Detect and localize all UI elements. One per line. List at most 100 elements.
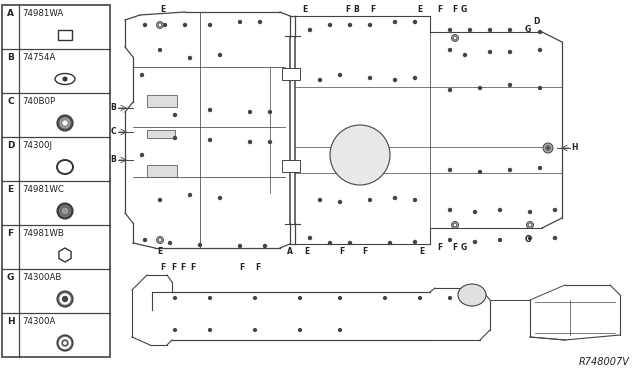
Circle shape bbox=[159, 199, 161, 202]
Circle shape bbox=[209, 138, 211, 141]
Circle shape bbox=[479, 87, 481, 90]
Text: F: F bbox=[362, 247, 367, 257]
Bar bbox=[282, 68, 300, 80]
Circle shape bbox=[173, 137, 177, 140]
Text: E: E bbox=[157, 247, 163, 257]
Circle shape bbox=[57, 115, 73, 131]
Circle shape bbox=[499, 238, 502, 241]
Circle shape bbox=[509, 29, 511, 32]
Ellipse shape bbox=[55, 74, 75, 84]
Circle shape bbox=[209, 23, 211, 26]
Circle shape bbox=[449, 238, 451, 241]
Circle shape bbox=[62, 208, 68, 214]
Circle shape bbox=[538, 31, 541, 33]
Circle shape bbox=[543, 143, 553, 153]
Text: G: G bbox=[461, 244, 467, 253]
Text: 740B0P: 740B0P bbox=[22, 97, 55, 106]
Circle shape bbox=[143, 238, 147, 241]
Circle shape bbox=[463, 54, 467, 57]
Circle shape bbox=[474, 211, 477, 214]
Text: C: C bbox=[110, 128, 116, 137]
Circle shape bbox=[173, 296, 177, 299]
Circle shape bbox=[157, 22, 163, 29]
Circle shape bbox=[509, 51, 511, 54]
Ellipse shape bbox=[458, 284, 486, 306]
Circle shape bbox=[63, 296, 67, 301]
Circle shape bbox=[328, 23, 332, 26]
Text: F: F bbox=[239, 263, 244, 272]
Circle shape bbox=[248, 141, 252, 144]
Circle shape bbox=[529, 237, 531, 240]
Circle shape bbox=[218, 54, 221, 57]
Circle shape bbox=[554, 237, 557, 240]
Circle shape bbox=[454, 36, 456, 39]
Text: A: A bbox=[287, 247, 293, 257]
Circle shape bbox=[209, 109, 211, 112]
Circle shape bbox=[547, 147, 549, 149]
Circle shape bbox=[413, 199, 417, 202]
Circle shape bbox=[545, 145, 550, 151]
Text: 74300J: 74300J bbox=[22, 141, 52, 151]
Circle shape bbox=[419, 296, 421, 299]
Text: E: E bbox=[161, 6, 166, 15]
Circle shape bbox=[349, 23, 351, 26]
Circle shape bbox=[339, 74, 342, 77]
Circle shape bbox=[330, 125, 390, 185]
Text: F: F bbox=[346, 6, 351, 15]
Circle shape bbox=[413, 241, 417, 244]
Text: B: B bbox=[110, 155, 116, 164]
Circle shape bbox=[474, 241, 477, 244]
Circle shape bbox=[189, 57, 191, 60]
Circle shape bbox=[509, 169, 511, 171]
Circle shape bbox=[60, 205, 70, 217]
Circle shape bbox=[319, 78, 321, 81]
Text: G: G bbox=[525, 26, 531, 35]
Circle shape bbox=[339, 328, 341, 331]
Text: E: E bbox=[305, 247, 310, 257]
Text: E: E bbox=[302, 6, 308, 15]
Circle shape bbox=[253, 296, 257, 299]
Bar bbox=[282, 160, 300, 172]
Circle shape bbox=[163, 23, 166, 26]
Text: F: F bbox=[437, 6, 443, 15]
Text: 74981WB: 74981WB bbox=[22, 230, 64, 238]
Circle shape bbox=[527, 221, 534, 228]
Circle shape bbox=[60, 294, 70, 304]
Circle shape bbox=[57, 335, 73, 351]
Text: H: H bbox=[572, 144, 579, 153]
Text: 74754A: 74754A bbox=[22, 54, 56, 62]
Text: F: F bbox=[371, 6, 376, 15]
Ellipse shape bbox=[57, 160, 73, 174]
Text: E: E bbox=[419, 247, 424, 257]
Bar bbox=[147, 165, 177, 177]
Text: G: G bbox=[461, 6, 467, 15]
Circle shape bbox=[449, 296, 451, 299]
Circle shape bbox=[449, 29, 451, 32]
Circle shape bbox=[60, 118, 70, 128]
Text: F: F bbox=[8, 228, 13, 237]
Circle shape bbox=[449, 169, 451, 171]
Circle shape bbox=[509, 83, 511, 87]
Circle shape bbox=[308, 237, 312, 240]
Circle shape bbox=[308, 29, 312, 32]
Circle shape bbox=[394, 196, 397, 199]
Bar bbox=[147, 95, 177, 107]
Circle shape bbox=[269, 141, 271, 144]
Circle shape bbox=[239, 244, 241, 247]
Circle shape bbox=[319, 199, 321, 202]
Circle shape bbox=[173, 328, 177, 331]
Circle shape bbox=[259, 20, 262, 23]
Circle shape bbox=[141, 154, 143, 157]
Circle shape bbox=[369, 77, 371, 80]
Circle shape bbox=[369, 23, 371, 26]
Circle shape bbox=[159, 48, 161, 51]
Text: 74300AB: 74300AB bbox=[22, 273, 61, 282]
Text: 74981WA: 74981WA bbox=[22, 10, 63, 19]
Circle shape bbox=[173, 113, 177, 116]
Circle shape bbox=[253, 328, 257, 331]
Circle shape bbox=[218, 196, 221, 199]
Text: 74981WC: 74981WC bbox=[22, 186, 64, 195]
Text: F: F bbox=[452, 6, 458, 15]
Circle shape bbox=[554, 208, 557, 212]
Circle shape bbox=[239, 20, 241, 23]
